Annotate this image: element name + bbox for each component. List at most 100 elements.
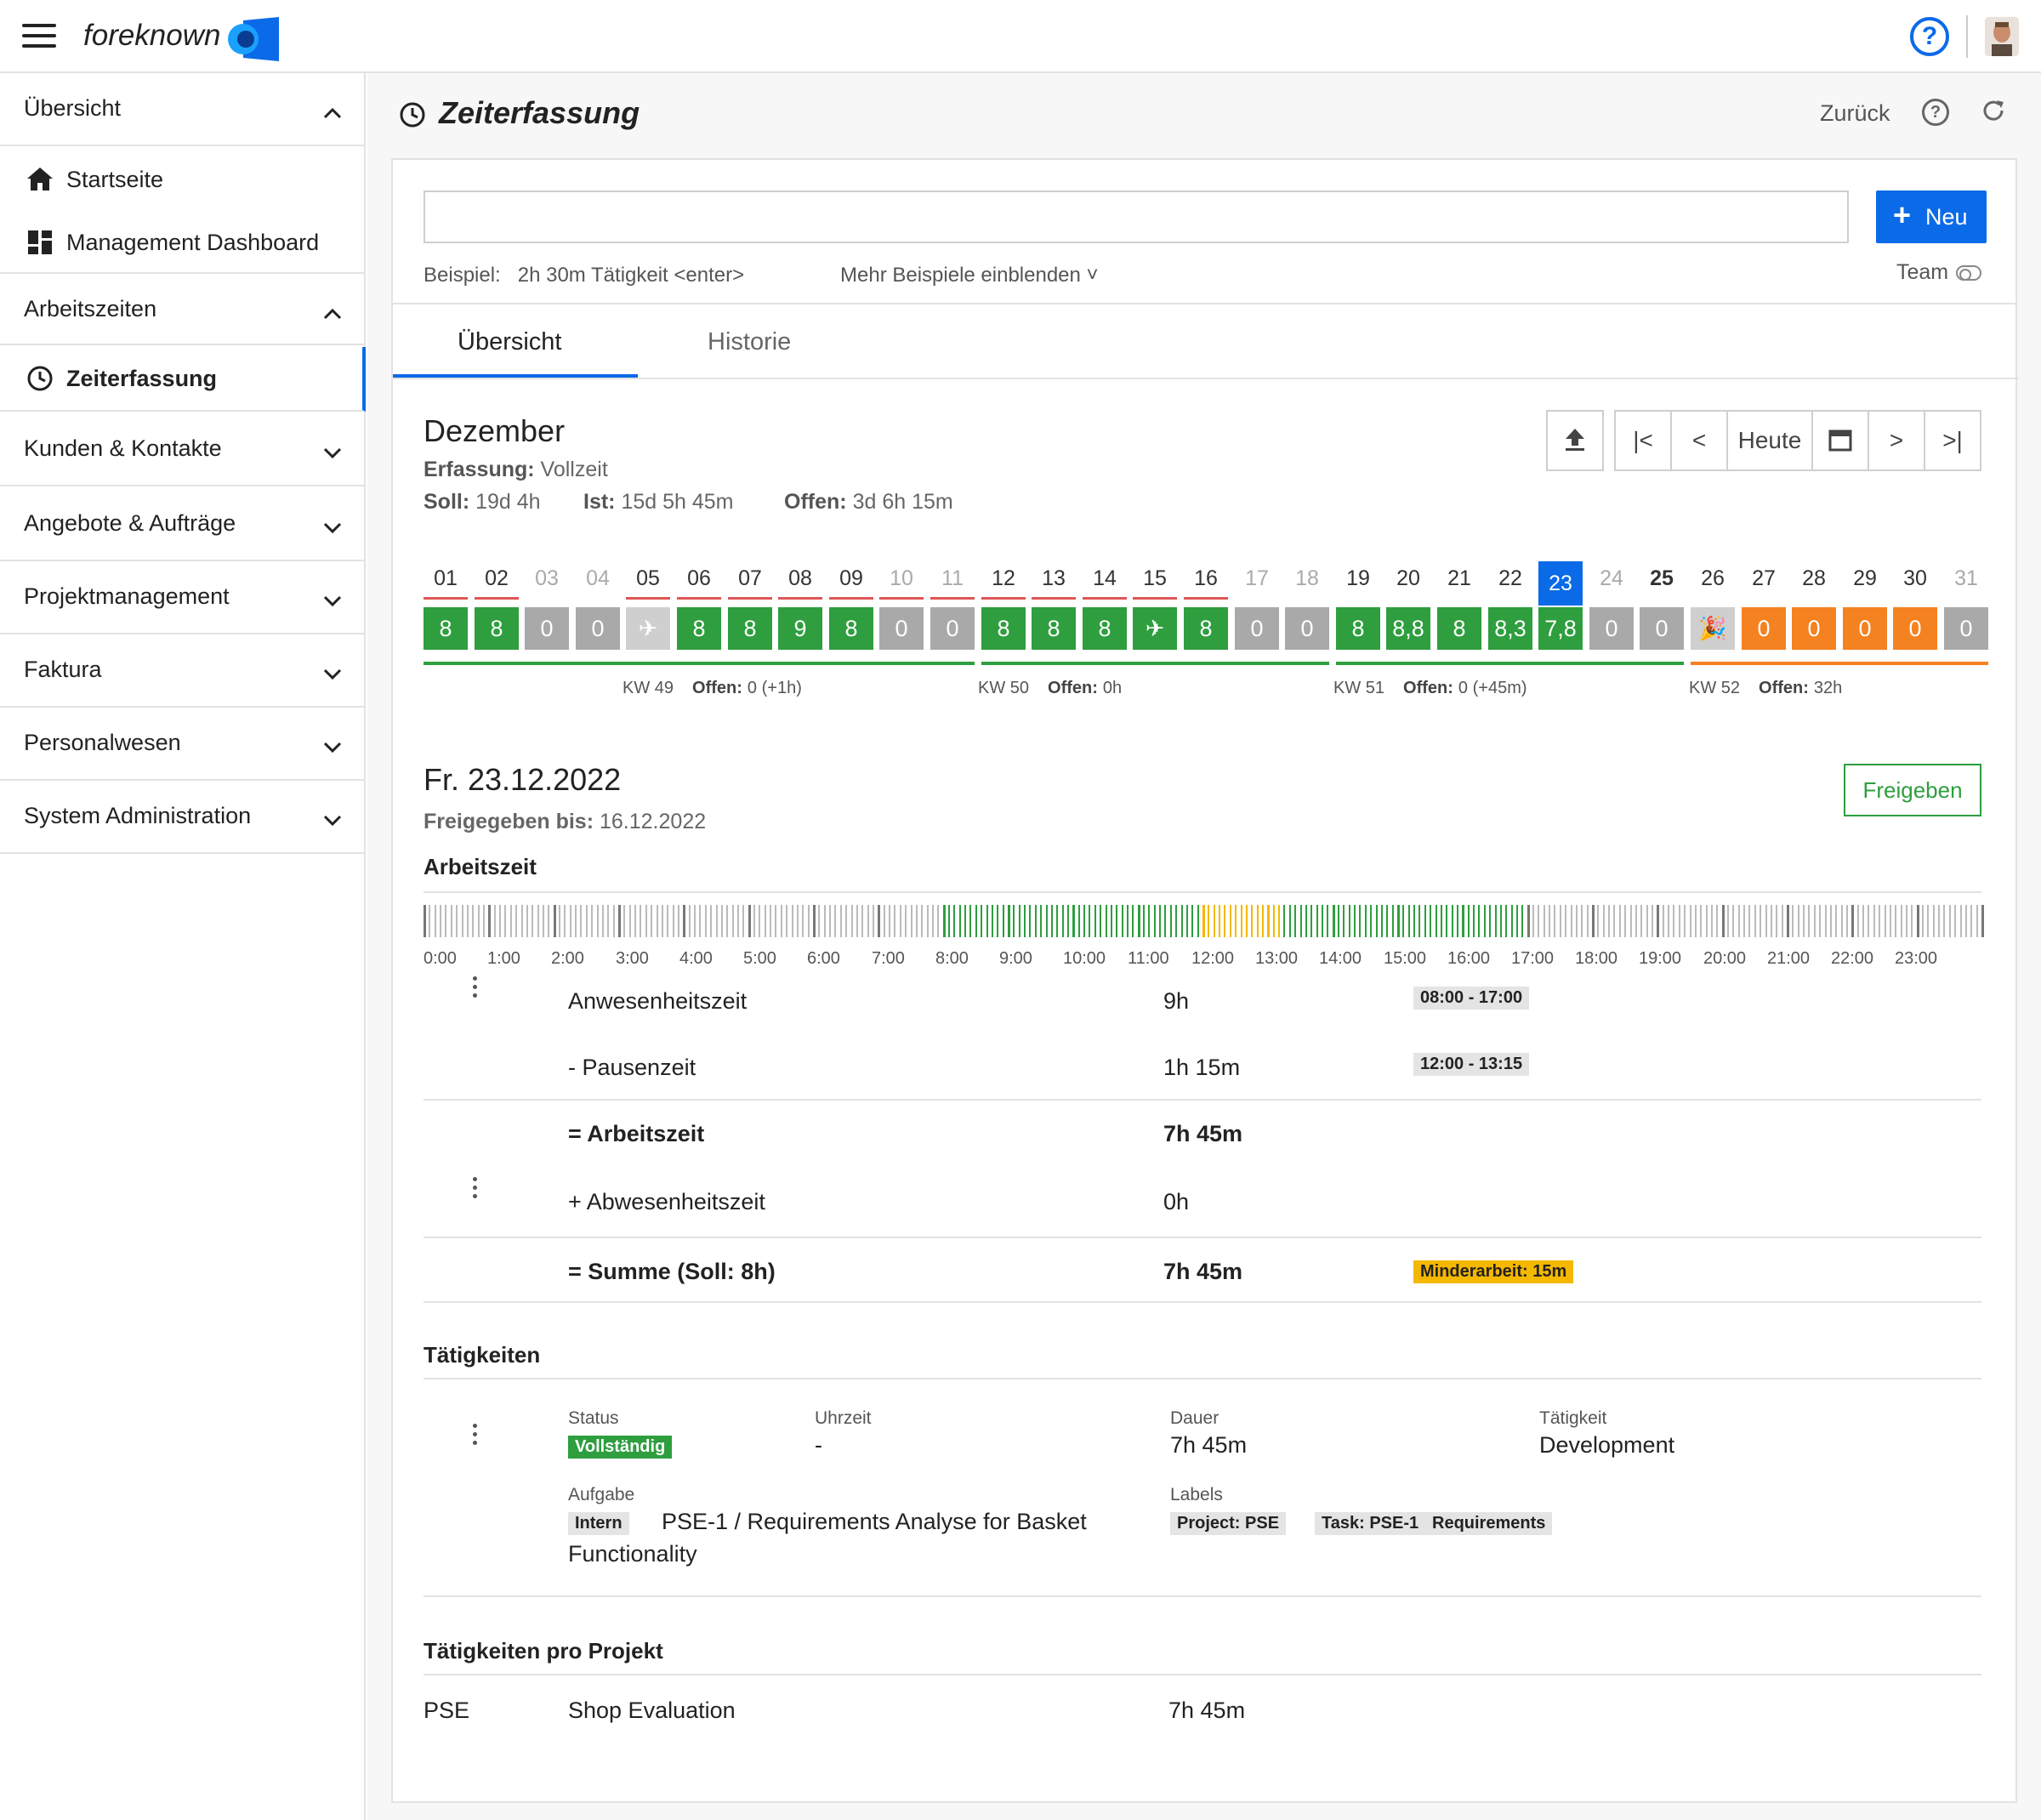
sidebar-group-angebote[interactable]: Angebote & Aufträge <box>0 488 366 561</box>
hour-label: 19:00 <box>1639 949 1682 968</box>
day-number[interactable]: 11 <box>941 566 964 590</box>
day-hours-box[interactable]: 8 <box>677 607 721 650</box>
day-number[interactable]: 28 <box>1802 566 1826 590</box>
refresh-icon[interactable] <box>1980 97 2007 131</box>
day-number[interactable]: 03 <box>535 566 559 590</box>
day-hours-box[interactable]: 8 <box>1184 607 1228 650</box>
day-number[interactable]: 06 <box>687 566 711 590</box>
prev-button[interactable]: < <box>1670 410 1728 471</box>
day-hours-box[interactable]: 0 <box>1589 607 1634 650</box>
sidebar-group-faktura[interactable]: Faktura <box>0 634 366 708</box>
last-button[interactable]: >| <box>1924 410 1981 471</box>
today-button[interactable]: Heute <box>1726 410 1813 471</box>
day-hours-box[interactable]: 8,8 <box>1386 607 1430 650</box>
day-hours-box[interactable]: 🎉 <box>1691 607 1735 650</box>
calendar-button[interactable] <box>1811 410 1869 471</box>
day-number[interactable]: 08 <box>788 566 812 590</box>
day-number[interactable]: 10 <box>890 566 913 590</box>
day-hours-box[interactable]: 0 <box>1742 607 1786 650</box>
day-number[interactable]: 25 <box>1650 566 1674 590</box>
day-hours-box[interactable]: 7,8 <box>1538 607 1583 650</box>
day-number[interactable]: 19 <box>1346 566 1370 590</box>
day-hours-box[interactable]: 8 <box>981 607 1026 650</box>
day-number[interactable]: 21 <box>1447 566 1471 590</box>
day-hours-box[interactable]: 0 <box>525 607 569 650</box>
day-number[interactable]: 30 <box>1903 566 1927 590</box>
sidebar-group-sysadmin[interactable]: System Administration <box>0 781 366 854</box>
day-hours-box[interactable]: 8 <box>424 607 468 650</box>
day-hours-box[interactable]: 8,3 <box>1488 607 1532 650</box>
sidebar-group-arbeitszeiten[interactable]: Arbeitszeiten <box>0 272 366 345</box>
first-button[interactable]: |< <box>1614 410 1672 471</box>
menu-icon[interactable] <box>22 24 56 49</box>
day-number[interactable]: 14 <box>1093 566 1117 590</box>
day-hours-box[interactable]: 8 <box>1336 607 1380 650</box>
day-hours-box[interactable]: 0 <box>930 607 975 650</box>
new-button[interactable]: + Neu <box>1876 191 1987 243</box>
activity-menu-icon[interactable] <box>473 1424 478 1449</box>
day-number[interactable]: 29 <box>1853 566 1877 590</box>
day-hours-box[interactable]: 8 <box>728 607 772 650</box>
day-hours-box[interactable]: ✈ <box>1133 607 1177 650</box>
day-number[interactable]: 31 <box>1954 566 1978 590</box>
day-hours-box[interactable]: 9 <box>778 607 822 650</box>
day-number[interactable]: 17 <box>1245 566 1269 590</box>
back-link[interactable]: Zurück <box>1820 100 1890 126</box>
day-hours-box[interactable]: 0 <box>1843 607 1887 650</box>
sidebar-group-personal[interactable]: Personalwesen <box>0 708 366 781</box>
day-hours-box[interactable]: 0 <box>1285 607 1329 650</box>
day-number[interactable]: 22 <box>1498 566 1522 590</box>
row-menu-icon[interactable] <box>473 976 478 1002</box>
day-hours-box[interactable]: 0 <box>1944 607 1988 650</box>
help-icon[interactable]: ? <box>1910 17 1949 56</box>
sidebar-item-zeiterfassung[interactable]: Zeiterfassung <box>0 347 366 412</box>
day-hours-box[interactable]: 8 <box>1032 607 1076 650</box>
day-hours-box[interactable]: 8 <box>1437 607 1481 650</box>
sidebar-group-uebersicht[interactable]: Übersicht <box>0 73 366 146</box>
day-number[interactable]: 27 <box>1752 566 1776 590</box>
day-hours-box[interactable]: 8 <box>829 607 873 650</box>
day-number[interactable]: 02 <box>485 566 509 590</box>
day-number[interactable]: 15 <box>1143 566 1167 590</box>
sidebar-item-dashboard[interactable]: Management Dashboard <box>0 211 366 274</box>
day-number[interactable]: 04 <box>586 566 610 590</box>
day-hours-box[interactable]: 0 <box>879 607 924 650</box>
day-number[interactable]: 13 <box>1042 566 1066 590</box>
release-button[interactable]: Freigeben <box>1844 764 1981 816</box>
day-hours-box[interactable]: 8 <box>1083 607 1127 650</box>
day-number[interactable]: 09 <box>839 566 863 590</box>
team-toggle[interactable] <box>1956 265 1981 281</box>
day-hours-box[interactable]: ✈ <box>626 607 670 650</box>
day-hours-box[interactable]: 0 <box>1640 607 1684 650</box>
sidebar-item-startseite[interactable]: Startseite <box>0 148 366 211</box>
sidebar-group-projekt[interactable]: Projektmanagement <box>0 561 366 634</box>
day-number[interactable]: 26 <box>1701 566 1725 590</box>
more-examples-link[interactable]: Mehr Beispiele einblenden ˅ <box>840 264 1099 287</box>
avatar[interactable] <box>1985 17 2019 56</box>
tab-historie[interactable]: Historie <box>708 328 792 355</box>
next-button[interactable]: > <box>1868 410 1925 471</box>
timeline-tick <box>532 905 533 937</box>
day-number[interactable]: 24 <box>1600 566 1623 590</box>
day-hours-box[interactable]: 0 <box>1893 607 1937 650</box>
hour-label: 12:00 <box>1191 949 1235 968</box>
export-button[interactable] <box>1546 410 1604 471</box>
day-hours-box[interactable]: 0 <box>576 607 620 650</box>
time-entry-input[interactable] <box>424 191 1849 243</box>
day-number[interactable]: 20 <box>1396 566 1420 590</box>
day-number[interactable]: 01 <box>434 566 458 590</box>
aufgabe-value[interactable]: PSE-1 / Requirements Analyse for Basket <box>662 1509 1087 1534</box>
day-number[interactable]: 07 <box>738 566 762 590</box>
day-number[interactable]: 12 <box>992 566 1015 590</box>
row-menu-icon[interactable] <box>473 1177 478 1203</box>
day-hours-box[interactable]: 8 <box>475 607 519 650</box>
sidebar-group-kunden[interactable]: Kunden & Kontakte <box>0 413 366 486</box>
day-hours-box[interactable]: 0 <box>1235 607 1279 650</box>
day-hours-box[interactable]: 0 <box>1792 607 1836 650</box>
day-number[interactable]: 05 <box>636 566 660 590</box>
day-number[interactable]: 16 <box>1194 566 1218 590</box>
day-number[interactable]: 18 <box>1295 566 1319 590</box>
tab-uebersicht[interactable]: Übersicht <box>458 328 562 355</box>
help-icon[interactable]: ? <box>1922 99 1949 126</box>
day-number[interactable]: 23 <box>1538 561 1583 606</box>
